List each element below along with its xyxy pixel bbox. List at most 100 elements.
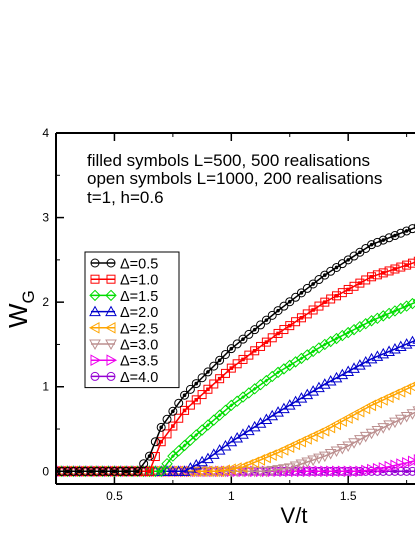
data-point: [384, 233, 394, 243]
data-point: [330, 418, 341, 431]
data-point-fill: [381, 238, 386, 242]
data-point: [180, 405, 190, 415]
data-point: [313, 453, 325, 465]
data-point-fill: [381, 313, 386, 318]
data-point: [336, 368, 349, 380]
data-point: [283, 399, 296, 410]
data-point: [295, 435, 306, 448]
data-point: [307, 455, 319, 467]
data-point: [388, 388, 400, 401]
data-point-fill: [147, 454, 152, 458]
data-point: [318, 424, 330, 437]
data-point: [86, 466, 96, 476]
data-point: [89, 305, 101, 317]
data-point-fill: [346, 330, 351, 335]
data-point-fill: [287, 363, 292, 368]
data-point: [104, 466, 114, 476]
data-point: [353, 405, 365, 418]
annotation-1: filled symbols L=500, 500 realisations: [87, 151, 370, 170]
data-point: [232, 339, 242, 349]
data-point: [307, 385, 319, 396]
x-tick-label: 0.5: [106, 489, 123, 503]
data-point: [312, 427, 324, 440]
data-point: [367, 463, 378, 476]
data-point: [396, 262, 406, 272]
data-point: [190, 429, 202, 441]
data-point: [220, 368, 230, 378]
data-point-fill: [170, 454, 175, 459]
data-point: [324, 335, 337, 348]
data-point: [326, 294, 336, 304]
data-point: [215, 374, 225, 384]
data-point: [88, 321, 100, 334]
data-point-fill: [194, 398, 199, 402]
data-point: [367, 240, 377, 250]
data-point: [348, 323, 360, 336]
data-point: [184, 434, 197, 446]
data-point: [180, 390, 190, 400]
data-point: [191, 379, 201, 389]
data-point: [57, 466, 67, 476]
data-point: [231, 431, 244, 443]
data-point: [394, 414, 407, 426]
data-point-fill: [357, 324, 362, 329]
data-point: [337, 288, 347, 298]
data-point: [105, 289, 117, 302]
data-point: [359, 431, 372, 443]
data-point: [145, 466, 154, 476]
data-point: [348, 362, 360, 373]
data-point: [355, 465, 366, 478]
data-point-fill: [346, 258, 350, 262]
data-point: [121, 466, 131, 476]
data-point: [407, 258, 415, 268]
data-point: [248, 466, 261, 478]
data-point: [185, 400, 195, 410]
data-point-fill: [229, 366, 234, 370]
data-point: [402, 260, 412, 270]
data-point: [389, 417, 401, 429]
data-point: [407, 466, 415, 476]
data-point-fill: [393, 267, 397, 271]
data-point: [318, 451, 331, 463]
data-point-fill: [112, 469, 117, 474]
data-point: [225, 435, 238, 447]
data-point: [359, 402, 371, 415]
data-point-fill: [147, 469, 152, 474]
data-point: [390, 466, 400, 476]
data-point: [342, 412, 353, 424]
data-point: [390, 231, 400, 241]
data-point: [168, 406, 178, 416]
data-point: [106, 371, 116, 381]
data-point: [105, 305, 117, 317]
data-point: [203, 367, 213, 377]
data-point: [365, 315, 378, 327]
data-point: [215, 355, 225, 365]
data-point: [378, 268, 388, 278]
data-point: [115, 466, 125, 476]
data-point: [203, 384, 213, 394]
data-point: [377, 394, 388, 406]
data-point: [219, 404, 232, 416]
data-point: [314, 275, 324, 285]
data-point: [261, 315, 271, 325]
data-point: [320, 465, 331, 478]
legend-label: Δ=3.0: [120, 338, 158, 354]
axis-labels: V/t WG: [3, 290, 307, 528]
data-point: [220, 349, 230, 359]
annotations: filled symbols L=500, 500 realisationsop…: [87, 151, 382, 207]
data-point: [289, 438, 301, 451]
data-point: [383, 420, 395, 431]
data-point: [63, 466, 73, 476]
data-point: [242, 458, 254, 471]
data-point: [231, 462, 242, 474]
data-point-fill: [217, 358, 222, 363]
data-point: [106, 258, 116, 268]
data-point: [354, 435, 366, 446]
data-point-fill: [323, 273, 327, 277]
x-tick-label: 1: [228, 489, 235, 503]
data-point: [372, 270, 382, 280]
data-point-fill: [369, 242, 374, 247]
data-point: [360, 318, 372, 330]
data-point: [260, 466, 273, 478]
legend-label: Δ=2.5: [120, 321, 158, 337]
